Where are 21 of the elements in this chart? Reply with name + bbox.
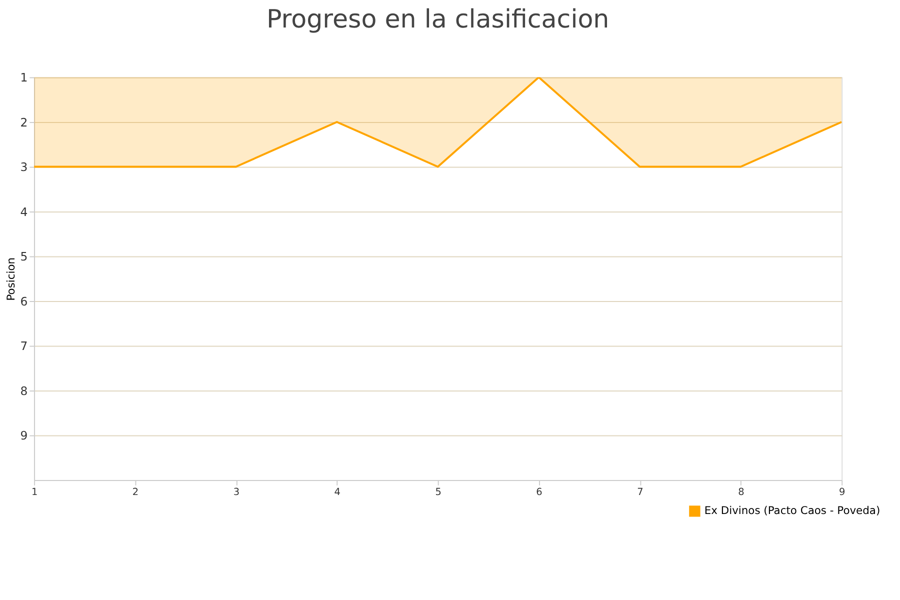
y-tick-label: 1 <box>20 70 28 85</box>
y-tick-label: 8 <box>20 384 28 398</box>
legend-label: Ex Divinos (Pacto Caos - Poveda) <box>704 504 880 518</box>
y-tick-label: 7 <box>20 339 28 354</box>
x-tick-label: 3 <box>233 487 240 498</box>
x-tick-label: 1 <box>31 487 38 498</box>
x-tick-label: 8 <box>738 487 744 498</box>
x-tick-label: 5 <box>435 487 442 498</box>
y-tick-label: 4 <box>20 204 28 219</box>
x-tick-label: 6 <box>536 487 542 498</box>
y-tick-label: 3 <box>20 160 28 174</box>
x-tick-label: 9 <box>839 487 846 498</box>
y-tick-label: 2 <box>20 115 28 130</box>
chart-title: Progreso en la clasificacion <box>266 4 610 34</box>
x-tick-label: 2 <box>132 487 139 498</box>
x-tick-label: 4 <box>334 487 340 498</box>
y-tick-label: 9 <box>20 428 28 443</box>
y-tick-label: 6 <box>20 294 28 308</box>
y-axis-title: Posicion <box>4 257 18 301</box>
x-tick-label: 7 <box>637 487 644 498</box>
y-tick-label: 5 <box>20 250 28 264</box>
